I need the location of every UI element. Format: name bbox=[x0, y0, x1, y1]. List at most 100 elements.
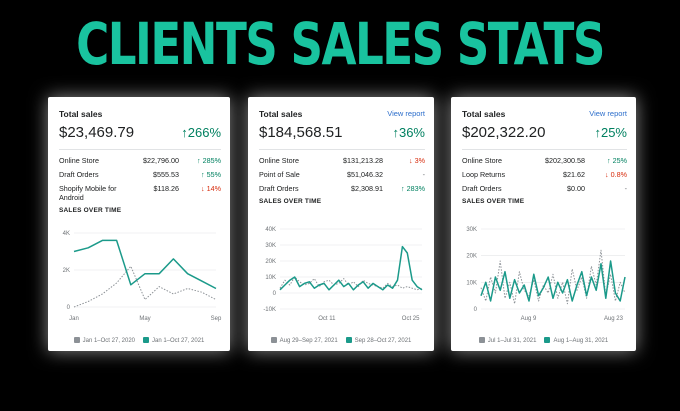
channel-value: $555.53 bbox=[153, 170, 179, 179]
total-sales-amount: $184,568.51 bbox=[259, 124, 343, 141]
channel-change: ↑ 283% bbox=[401, 184, 425, 193]
breakdown-row: Draft Orders $555.53 ↑ 55% bbox=[59, 170, 221, 179]
y-tick-label: 30K bbox=[466, 227, 477, 233]
chart-legend: Jan 1–Oct 27, 2020 Jan 1–Oct 27, 2021 bbox=[48, 337, 230, 344]
channel-name: Loop Returns bbox=[462, 170, 506, 179]
divider bbox=[59, 149, 221, 150]
channel-value: $2,308.91 bbox=[351, 184, 383, 193]
breakdown-row: Loop Returns $21.62 ↓ 0.8% bbox=[462, 170, 627, 179]
channel-value: $118.26 bbox=[153, 184, 179, 193]
series-line-current bbox=[73, 239, 217, 290]
channel-value: $51,046.32 bbox=[347, 170, 383, 179]
channel-name: Online Store bbox=[59, 156, 99, 165]
channel-value: $22,796.00 bbox=[143, 156, 179, 165]
channel-change: ↓ 3% bbox=[409, 156, 425, 165]
card-title: Total sales bbox=[259, 108, 303, 119]
y-tick-label: 0 bbox=[273, 291, 277, 297]
sales-chart: 30K 20K 10K 0 Aug 9 Aug 23 bbox=[466, 227, 626, 322]
series-line-current bbox=[279, 245, 423, 291]
channel-change: ↑ 55% bbox=[201, 170, 221, 179]
channel-name: Online Store bbox=[462, 156, 502, 165]
channel-name: Point of Sale bbox=[259, 170, 300, 179]
legend-previous: Aug 29–Sep 27, 2021 bbox=[270, 337, 338, 344]
y-tick-label: 0 bbox=[67, 305, 71, 311]
channel-change: - bbox=[624, 184, 627, 193]
sales-card-1: Total sales $23,469.79 ↑266% Online Stor… bbox=[48, 97, 230, 351]
x-tick-label: Aug 23 bbox=[604, 316, 624, 322]
channel-name: Shopify Mobile for Android bbox=[59, 184, 117, 202]
sales-card-3: Total sales View report $202,322.20 ↑25%… bbox=[451, 97, 636, 351]
legend-current: Jan 1–Oct 27, 2021 bbox=[143, 337, 204, 344]
sales-over-time-label: SALES OVER TIME bbox=[59, 207, 122, 214]
channel-change: - bbox=[422, 170, 425, 179]
series-line-previous bbox=[73, 265, 217, 308]
headline: CLIENTS SALES STATS bbox=[76, 10, 605, 78]
legend-previous: Jan 1–Oct 27, 2020 bbox=[73, 337, 135, 344]
channel-change: ↑ 25% bbox=[607, 156, 627, 165]
channel-value: $0.00 bbox=[567, 184, 585, 193]
series-line-previous bbox=[480, 249, 626, 305]
channel-name: Draft Orders bbox=[59, 170, 99, 179]
total-sales-change: ↑25% bbox=[594, 125, 627, 140]
y-tick-label: 10K bbox=[265, 275, 276, 281]
y-tick-label: -10K bbox=[263, 307, 276, 313]
series-line-current bbox=[480, 260, 626, 302]
sales-card-2: Total sales View report $184,568.51 ↑36%… bbox=[248, 97, 434, 351]
channel-name: Draft Orders bbox=[462, 184, 502, 193]
legend-swatch bbox=[270, 337, 277, 343]
sales-over-time-label: SALES OVER TIME bbox=[259, 198, 322, 205]
y-tick-label: 30K bbox=[265, 243, 276, 249]
y-tick-label: 10K bbox=[466, 280, 477, 286]
legend-swatch bbox=[73, 337, 80, 343]
breakdown-row: Draft Orders $0.00 - bbox=[462, 184, 627, 193]
channel-value: $21.62 bbox=[563, 170, 585, 179]
total-sales-amount: $23,469.79 bbox=[59, 124, 135, 141]
y-tick-label: 40K bbox=[265, 227, 276, 233]
y-tick-label: 20K bbox=[265, 259, 276, 265]
sales-over-time-label: SALES OVER TIME bbox=[462, 198, 525, 205]
breakdown-row: Shopify Mobile for Android $118.26 ↓ 14% bbox=[59, 184, 221, 202]
total-sales-change: ↑266% bbox=[181, 125, 221, 140]
channel-value: $131,213.28 bbox=[343, 156, 383, 165]
legend-swatch bbox=[478, 337, 485, 343]
y-tick-label: 20K bbox=[466, 254, 477, 260]
x-tick-label: Jan bbox=[69, 316, 79, 322]
divider bbox=[462, 149, 627, 150]
channel-change: ↓ 0.8% bbox=[605, 170, 627, 179]
card-title: Total sales bbox=[462, 108, 506, 119]
x-tick-label: Aug 9 bbox=[521, 316, 537, 322]
breakdown-row: Point of Sale $51,046.32 - bbox=[259, 170, 425, 179]
view-report-link[interactable]: View report bbox=[387, 109, 425, 118]
total-sales-amount: $202,322.20 bbox=[462, 124, 546, 141]
breakdown-row: Online Store $202,300.58 ↑ 25% bbox=[462, 156, 627, 165]
breakdown-row: Draft Orders $2,308.91 ↑ 283% bbox=[259, 184, 425, 193]
x-tick-label: May bbox=[139, 316, 150, 322]
channel-change: ↑ 285% bbox=[197, 156, 221, 165]
breakdown-row: Online Store $131,213.28 ↓ 3% bbox=[259, 156, 425, 165]
breakdown-row: Online Store $22,796.00 ↑ 285% bbox=[59, 156, 221, 165]
legend-swatch bbox=[345, 337, 352, 343]
y-tick-label: 0 bbox=[474, 307, 478, 313]
sales-chart: 40K 30K 20K 10K 0 -10K Oct 11 Oct 25 bbox=[263, 227, 423, 322]
x-tick-label: Oct 11 bbox=[318, 316, 336, 322]
legend-swatch bbox=[143, 337, 149, 343]
legend-current: Sep 28–Oct 27, 2021 bbox=[345, 337, 411, 344]
channel-value: $202,300.58 bbox=[545, 156, 585, 165]
legend-swatch bbox=[544, 337, 551, 343]
legend-previous: Jul 1–Jul 31, 2021 bbox=[478, 337, 536, 344]
channel-name: Draft Orders bbox=[259, 184, 299, 193]
legend-current: Aug 1–Aug 31, 2021 bbox=[544, 337, 608, 344]
card-title: Total sales bbox=[59, 108, 103, 119]
view-report-link[interactable]: View report bbox=[589, 109, 627, 118]
chart-legend: Aug 29–Sep 27, 2021 Sep 28–Oct 27, 2021 bbox=[248, 337, 434, 344]
y-tick-label: 2K bbox=[63, 268, 70, 274]
x-tick-label: Sep bbox=[211, 316, 222, 322]
channel-name: Online Store bbox=[259, 156, 299, 165]
total-sales-change: ↑36% bbox=[392, 125, 425, 140]
sales-chart: 4K 2K 0 Jan May Sep bbox=[63, 231, 222, 322]
channel-change: ↓ 14% bbox=[201, 184, 221, 193]
chart-legend: Jul 1–Jul 31, 2021 Aug 1–Aug 31, 2021 bbox=[451, 337, 636, 344]
divider bbox=[259, 149, 425, 150]
series-line-previous bbox=[279, 276, 423, 291]
y-tick-label: 4K bbox=[63, 231, 70, 237]
